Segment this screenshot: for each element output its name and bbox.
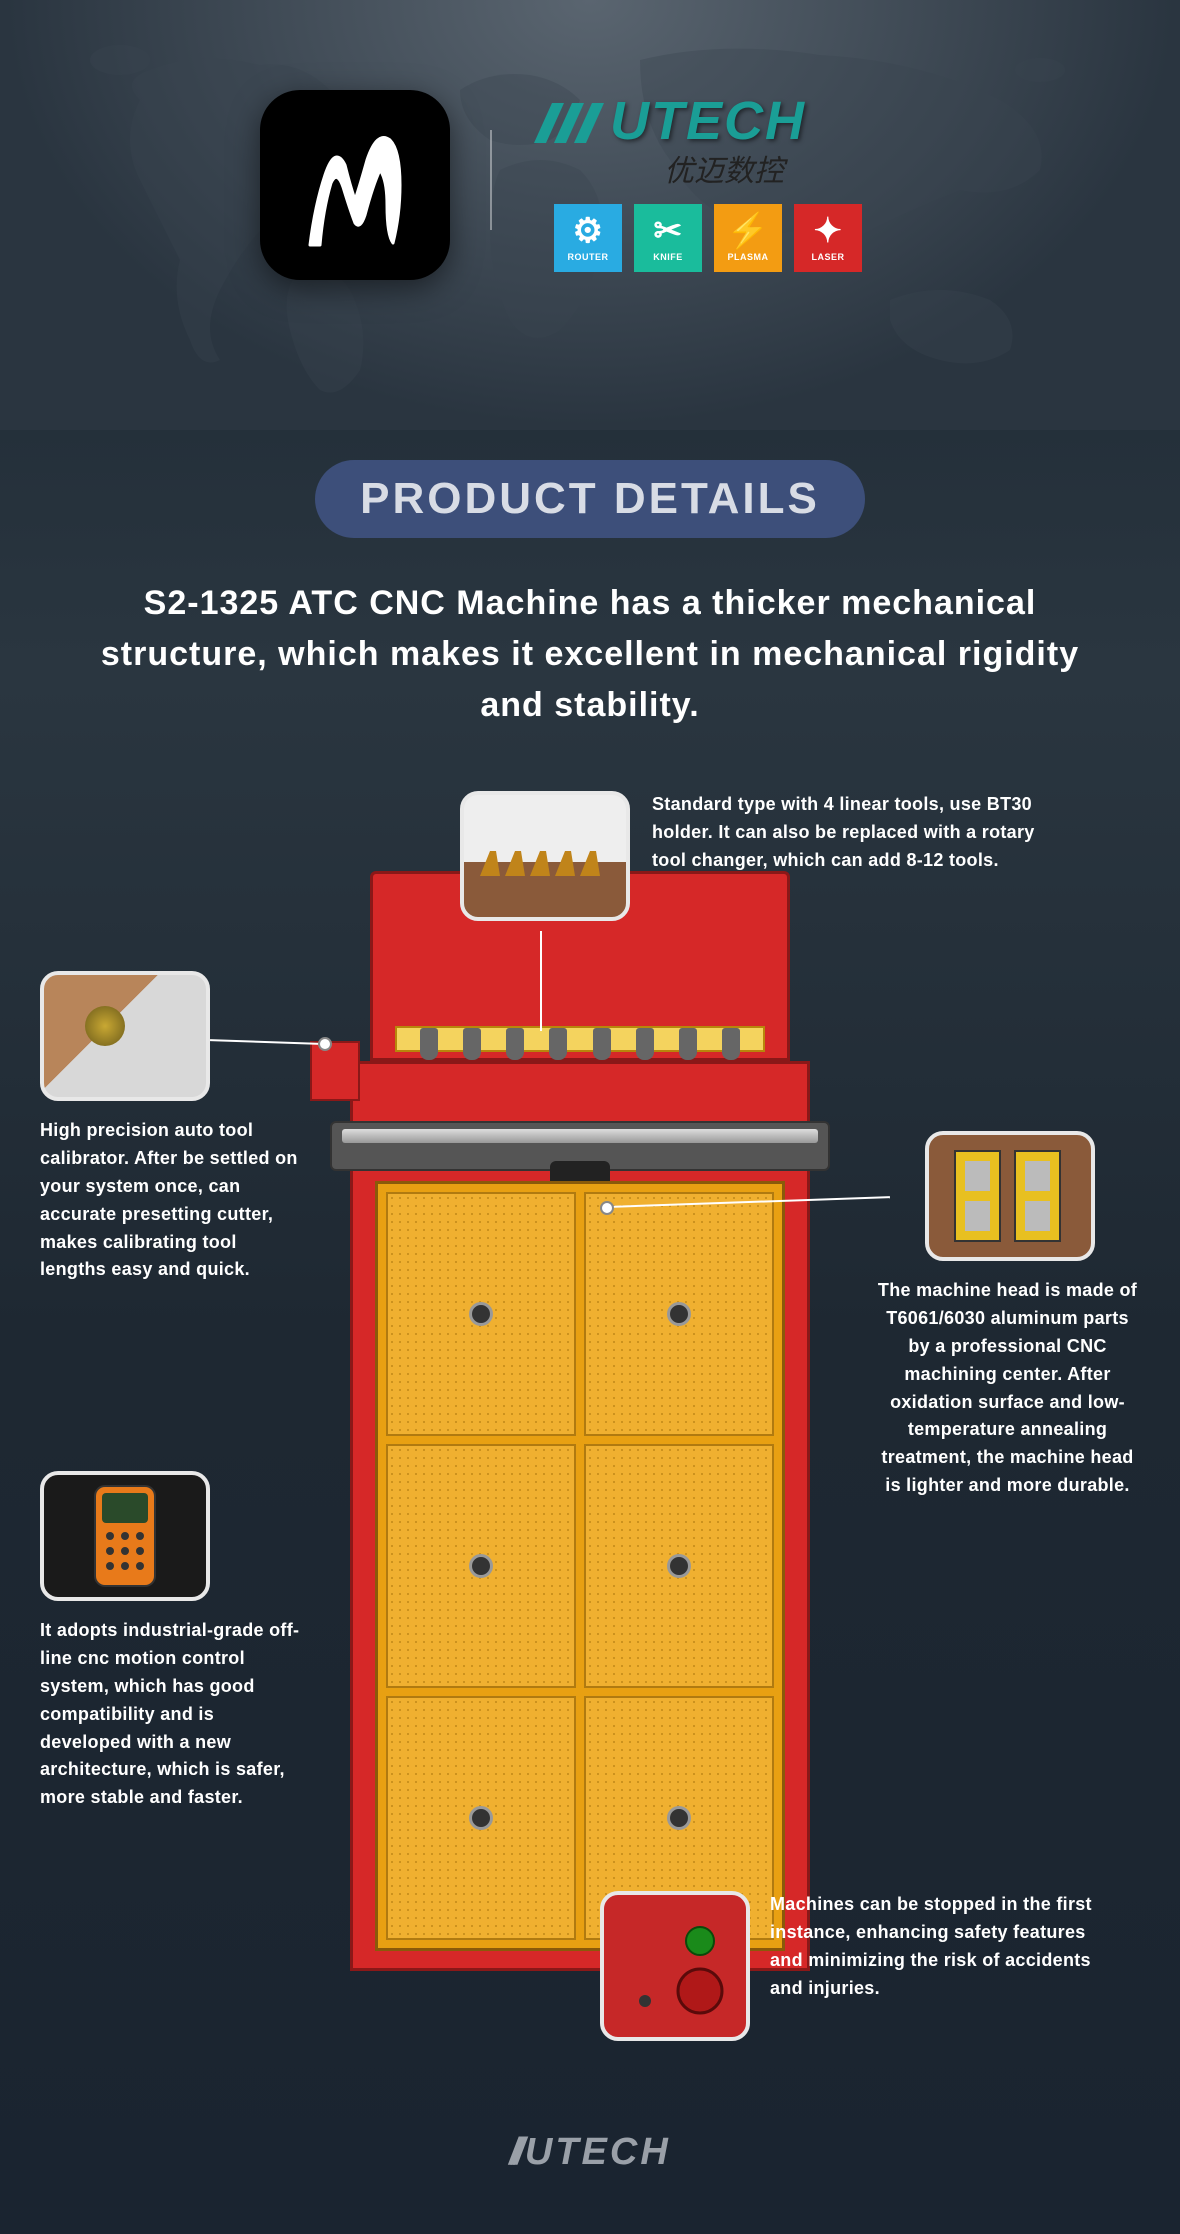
callout-controller-text: It adopts industrial-grade off-line cnc … bbox=[40, 1617, 305, 1812]
footer-logo: /// UTECH bbox=[0, 2131, 1180, 2174]
infographic-container: UTECH 优迈数控 ⚙ROUTER✂KNIFE⚡PLASMA✦LASER PR… bbox=[0, 0, 1180, 2234]
callout-head-text: The machine head is made of T6061/6030 a… bbox=[875, 1277, 1140, 1500]
callout-calibrator: High precision auto tool calibrator. Aft… bbox=[40, 971, 305, 1284]
title-text: PRODUCT DETAILS bbox=[345, 474, 835, 524]
callout-line bbox=[540, 931, 542, 1031]
category-icon-knife: ✂KNIFE bbox=[634, 204, 702, 272]
logo-badge bbox=[260, 90, 450, 280]
callout-head: The machine head is made of T6061/6030 a… bbox=[875, 1131, 1140, 1500]
brand-tagline: 优迈数控 bbox=[664, 146, 862, 190]
machine-side-box bbox=[310, 1041, 360, 1101]
footer-stripes-icon: /// bbox=[509, 2131, 517, 2173]
header-section: UTECH 优迈数控 ⚙ROUTER✂KNIFE⚡PLASMA✦LASER bbox=[0, 0, 1180, 430]
category-icons: ⚙ROUTER✂KNIFE⚡PLASMA✦LASER bbox=[554, 204, 862, 272]
category-icon-plasma: ⚡PLASMA bbox=[714, 204, 782, 272]
callout-calibrator-text: High precision auto tool calibrator. Aft… bbox=[40, 1117, 305, 1284]
diagram-area: Standard type with 4 linear tools, use B… bbox=[40, 791, 1140, 2091]
callout-tools-image bbox=[460, 791, 630, 921]
footer-brand: UTECH bbox=[525, 2131, 671, 2173]
machine-bed bbox=[375, 1181, 785, 1951]
callout-safety-text: Machines can be stopped in the first ins… bbox=[770, 1891, 1120, 2003]
brand-stripes-icon bbox=[534, 90, 604, 152]
callout-calibrator-image bbox=[40, 971, 210, 1101]
brand-logo: UTECH bbox=[534, 90, 862, 152]
brand-name: UTECH bbox=[610, 91, 806, 151]
callout-head-image bbox=[925, 1131, 1095, 1261]
logo-m-icon bbox=[295, 115, 415, 255]
callout-safety-image bbox=[600, 1891, 750, 2041]
callout-safety: Machines can be stopped in the first ins… bbox=[600, 1891, 1120, 2057]
category-icon-laser: ✦LASER bbox=[794, 204, 862, 272]
callout-tools: Standard type with 4 linear tools, use B… bbox=[460, 791, 1060, 937]
machine-tool-bar bbox=[395, 1026, 765, 1052]
title-bar: PRODUCT DETAILS bbox=[315, 460, 865, 538]
callout-controller-image bbox=[40, 1471, 210, 1601]
subtitle: S2-1325 ATC CNC Machine has a thicker me… bbox=[90, 578, 1090, 731]
callout-controller: It adopts industrial-grade off-line cnc … bbox=[40, 1471, 305, 1812]
callout-dot bbox=[318, 1037, 332, 1051]
machine-illustration bbox=[350, 871, 810, 1971]
callout-tools-text: Standard type with 4 linear tools, use B… bbox=[652, 791, 1060, 875]
header-divider bbox=[490, 130, 492, 230]
callout-dot bbox=[600, 1201, 614, 1215]
category-icon-router: ⚙ROUTER bbox=[554, 204, 622, 272]
brand-block: UTECH 优迈数控 ⚙ROUTER✂KNIFE⚡PLASMA✦LASER bbox=[534, 90, 862, 272]
